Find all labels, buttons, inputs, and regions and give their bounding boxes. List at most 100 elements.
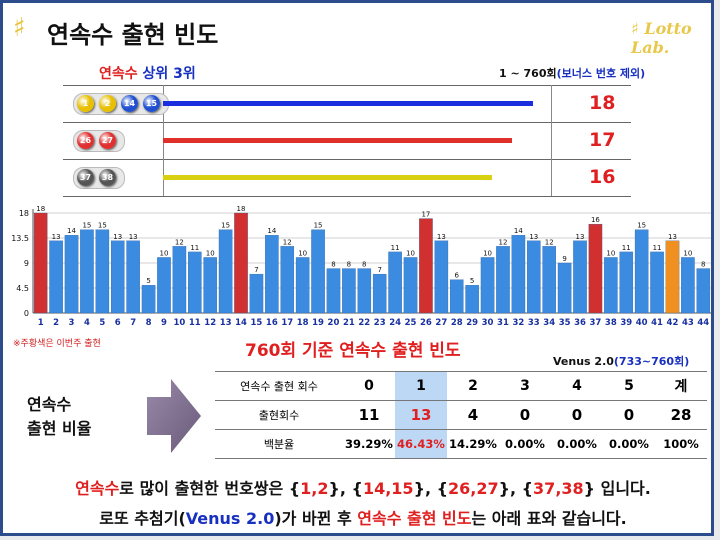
bar-value-label: 8: [701, 261, 705, 269]
bar: [619, 251, 634, 314]
bar-value-label: 8: [362, 261, 366, 269]
bar-value-label: 10: [406, 249, 415, 257]
x-tick-label: 29: [466, 318, 478, 328]
bar: [650, 251, 664, 314]
x-tick-label: 16: [266, 318, 278, 328]
bar: [249, 273, 264, 314]
x-tick-label: 38: [605, 318, 617, 328]
table-cell: 3: [499, 371, 551, 401]
x-tick-label: 26: [420, 318, 432, 328]
x-tick-label: 35: [559, 318, 571, 328]
summary-text-part: )가 바뀐 후: [274, 509, 358, 528]
x-tick-label: 41: [651, 318, 663, 328]
summary-line-2: 로또 추첨기(Venus 2.0)가 바뀐 후 연속수 출현 빈도는 아래 표와…: [13, 505, 713, 529]
lotto-ball: 14: [121, 94, 138, 112]
y-tick-label: 0: [24, 309, 29, 318]
bar: [511, 235, 526, 314]
summary-text-part: Venus 2.0: [185, 509, 275, 528]
x-tick-label: 33: [528, 318, 540, 328]
table-cell: 14.29%: [447, 429, 499, 459]
bar-value-label: 12: [283, 238, 292, 246]
bar: [449, 279, 464, 314]
x-tick-label: 13: [220, 318, 232, 328]
bar-value-label: 12: [175, 238, 184, 246]
ratio-label: 연속수 출현 비율: [27, 395, 92, 438]
bar: [588, 223, 603, 314]
bar-value-label: 15: [637, 222, 646, 230]
page-title: 연속수 출현 빈도: [47, 21, 219, 49]
lotto-ball: 38: [99, 168, 116, 186]
bar-value-label: 5: [470, 277, 474, 285]
summary-line-1: 연속수로 많이 출현한 번호쌍은 {1,2}, {14,15}, {26,27}…: [13, 475, 713, 499]
bar-value-label: 13: [437, 233, 446, 241]
frequency-count: 18: [589, 91, 616, 114]
bar-value-label: 14: [514, 227, 523, 235]
bar-value-label: 17: [421, 211, 430, 219]
venus-range: (733~760회): [613, 355, 690, 368]
bar-value-label: 15: [82, 222, 91, 230]
chart-footnote: ※주황색은 이번주 출현: [13, 339, 101, 349]
summary-text-part: 연속수 출현 빈도: [357, 509, 472, 528]
bar: [311, 229, 325, 314]
summary-text-part: 1,2: [300, 479, 329, 498]
bar: [64, 235, 79, 314]
bar-value-label: 15: [98, 222, 107, 230]
separator-line: [63, 196, 631, 197]
x-tick-label: 25: [405, 318, 417, 328]
bar-value-label: 12: [545, 238, 554, 246]
x-tick-label: 3: [69, 318, 75, 328]
separator-line: [63, 159, 631, 160]
summary-text-part: } 입니다.: [583, 479, 651, 498]
table-cell: 0.00%: [551, 429, 603, 459]
x-tick-label: 19: [312, 318, 324, 328]
stats-table: 연속수 출현 회수 0 1 2 3 4 5 계 출현회수 11 13 4 0 0 0 28 백분율 39.29% 4…: [215, 371, 707, 459]
x-tick-label: 40: [636, 318, 648, 328]
bar: [542, 246, 556, 314]
bar: [403, 257, 418, 314]
bar: [295, 257, 310, 314]
x-tick-label: 31: [497, 318, 509, 328]
table-cell: 1: [395, 371, 447, 401]
bar-value-label: 10: [683, 249, 692, 257]
lotto-ball: 15: [143, 94, 160, 112]
y-tick-label: 4.5: [16, 284, 29, 293]
bar: [188, 251, 202, 314]
bar: [388, 251, 402, 314]
bar-value-label: 13: [668, 233, 677, 241]
table-cell: 0: [551, 400, 603, 430]
y-tick-label: 18: [19, 209, 29, 218]
table-cell: 100%: [655, 429, 707, 459]
table-cell: 4: [551, 371, 603, 401]
venus-label: Venus 2.0: [553, 355, 614, 368]
summary-text-part: 로또 추첨기(: [99, 509, 186, 528]
table-cell: 39.29%: [343, 429, 395, 459]
lotto-ball: 27: [99, 131, 116, 149]
bar: [203, 257, 217, 314]
bar: [80, 229, 94, 314]
summary-text-part: }, {: [328, 479, 363, 498]
frequency-line: [163, 174, 492, 180]
bar: [634, 229, 649, 314]
x-tick-label: 18: [297, 318, 309, 328]
bar-value-label: 16: [591, 216, 600, 224]
bar-value-label: 11: [653, 244, 662, 252]
bar-value-label: 10: [606, 249, 615, 257]
bar-value-label: 8: [331, 261, 335, 269]
bar-value-label: 13: [113, 233, 122, 241]
right-arrow-icon: [147, 379, 201, 453]
column-divider: [551, 85, 552, 196]
bar: [33, 212, 48, 314]
range-note-paren: (보너스 번호 제외): [556, 67, 646, 80]
x-tick-label: 14: [235, 318, 247, 328]
bar: [527, 240, 541, 314]
percent-row: 백분율 39.29% 46.43% 14.29% 0.00% 0.00% 0.00% 100%: [215, 429, 707, 459]
bar: [665, 240, 680, 314]
bar-value-label: 15: [314, 222, 323, 230]
brand-logo: ♯ Lotto Lab.: [631, 19, 692, 57]
separator-line: [63, 122, 631, 123]
table-cell: 5: [603, 371, 655, 401]
table-cell: 계: [655, 371, 707, 401]
x-tick-label: 2: [53, 318, 59, 328]
bar-value-label: 8: [347, 261, 351, 269]
x-tick-label: 37: [590, 318, 602, 328]
